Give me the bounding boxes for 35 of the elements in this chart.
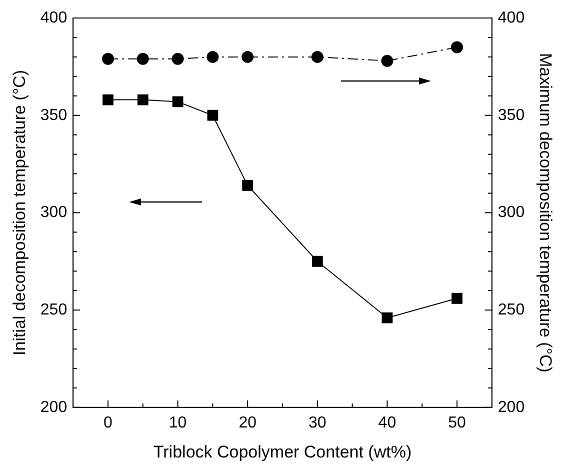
point: [381, 54, 394, 67]
point: [242, 180, 254, 191]
y2-tick-label: 350: [498, 106, 525, 124]
y2-tick-label: 400: [498, 9, 525, 26]
x-tick-label: 0: [104, 414, 113, 432]
point: [102, 52, 114, 65]
point: [172, 96, 184, 108]
point: [207, 110, 218, 121]
y-axis-title: Initial decomposition temperature (°C): [10, 70, 29, 356]
y-tick-label: 250: [40, 301, 68, 318]
y-tick-label: 350: [40, 106, 68, 124]
point: [206, 50, 219, 63]
x-tick-label: 20: [238, 414, 257, 432]
point: [242, 50, 254, 63]
x-axis-title: Triblock Copolymer Content (wt%): [153, 442, 412, 462]
point: [451, 41, 464, 54]
point: [311, 50, 324, 63]
x-tick-label: 10: [168, 414, 187, 432]
point: [382, 312, 393, 324]
y-tick-label: 300: [40, 204, 68, 222]
x-tick-label: 40: [378, 414, 396, 432]
point: [137, 94, 148, 106]
y-tick-label: 200: [40, 398, 68, 416]
y2-tick-label: 300: [498, 204, 525, 222]
x-tick-label: 50: [448, 414, 466, 432]
x-tick-label: 30: [308, 414, 326, 432]
y2-tick-label: 250: [498, 301, 525, 318]
point: [452, 292, 462, 304]
point: [172, 52, 184, 65]
y2-tick-label: 200: [498, 398, 525, 416]
point: [136, 52, 149, 65]
y-tick-label: 400: [40, 9, 68, 26]
point: [102, 94, 114, 106]
point: [312, 256, 323, 267]
y2-axis-title: Maximum decomposition temperature (°C): [536, 52, 556, 372]
